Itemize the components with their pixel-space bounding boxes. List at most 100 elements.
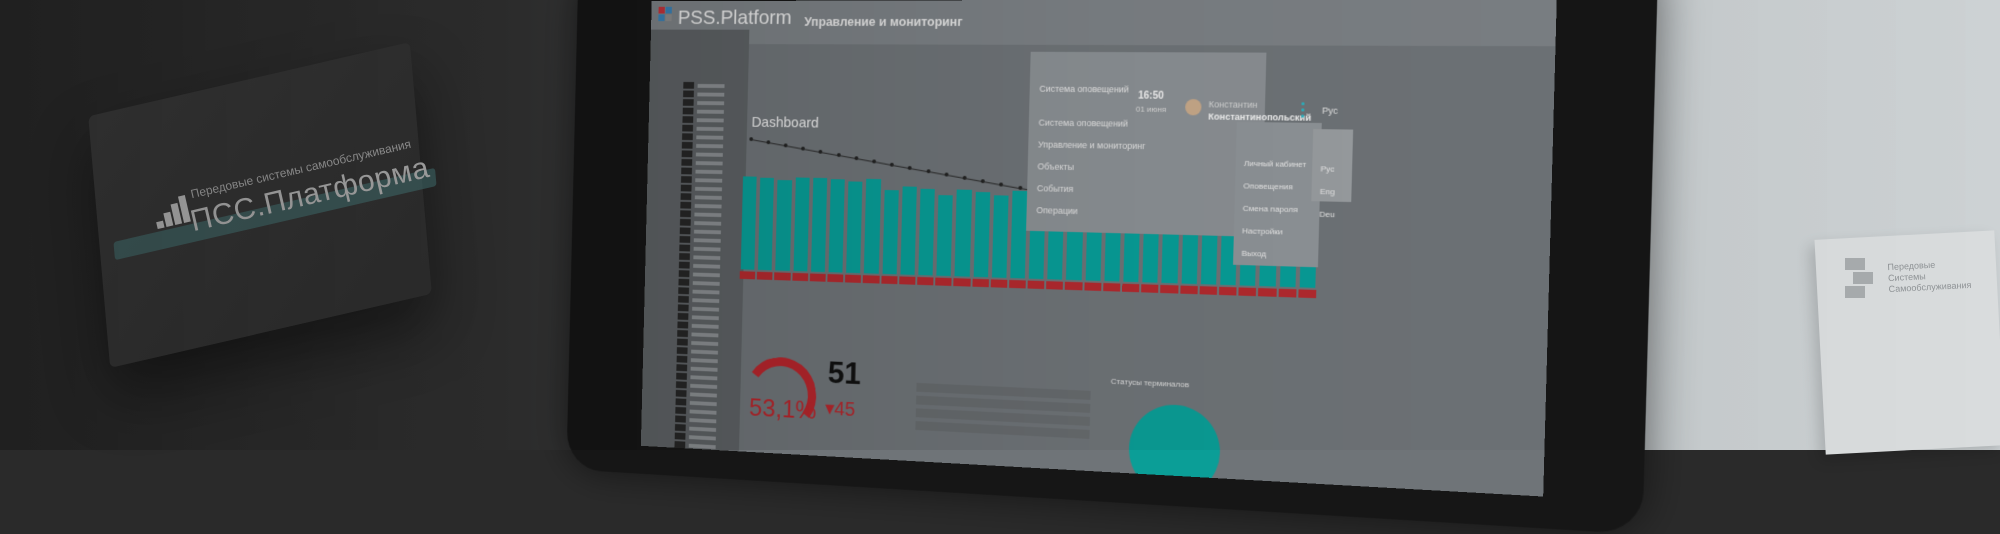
tree-node-label[interactable] bbox=[696, 144, 723, 148]
tree-node-icon[interactable] bbox=[675, 407, 686, 414]
tree-node-icon[interactable] bbox=[677, 347, 688, 354]
tree-node-icon[interactable] bbox=[681, 193, 692, 200]
tree-node-icon[interactable] bbox=[675, 433, 686, 440]
menu-item[interactable]: Операции bbox=[1036, 205, 1078, 216]
tree-node-label[interactable] bbox=[690, 401, 717, 406]
menu-item[interactable]: Объекты bbox=[1037, 161, 1074, 172]
tree-node-label[interactable] bbox=[694, 230, 721, 235]
tree-node-label[interactable] bbox=[691, 358, 718, 363]
tree-node-icon[interactable] bbox=[680, 210, 691, 217]
tree-node-label[interactable] bbox=[689, 435, 716, 440]
user-menu-item[interactable]: Оповещения bbox=[1243, 181, 1293, 191]
tree-node-label[interactable] bbox=[696, 161, 723, 165]
tree-node-icon[interactable] bbox=[677, 339, 688, 346]
tree-node-label[interactable] bbox=[697, 93, 724, 97]
tree-node-label[interactable] bbox=[689, 418, 716, 423]
tree-node-label[interactable] bbox=[695, 187, 722, 191]
tree-node-label[interactable] bbox=[695, 195, 722, 199]
tree-node-label[interactable] bbox=[689, 444, 716, 449]
tree-node-label[interactable] bbox=[697, 110, 724, 114]
tree-node-label[interactable] bbox=[690, 392, 717, 397]
tree-node-label[interactable] bbox=[691, 350, 718, 355]
tree-node-icon[interactable] bbox=[674, 441, 685, 448]
tree-node-icon[interactable] bbox=[678, 279, 689, 286]
tree-node-icon[interactable] bbox=[676, 390, 687, 397]
tree-node-icon[interactable] bbox=[678, 304, 689, 311]
language-option[interactable]: Deu bbox=[1319, 210, 1335, 220]
tree-node-label[interactable] bbox=[696, 153, 723, 157]
tree-node-icon[interactable] bbox=[677, 321, 688, 328]
language-option[interactable]: Рус bbox=[1320, 164, 1334, 174]
tree-node-icon[interactable] bbox=[681, 168, 692, 175]
tree-node-icon[interactable] bbox=[679, 236, 690, 243]
tree-node-label[interactable] bbox=[692, 315, 719, 320]
tree-node-label[interactable] bbox=[698, 84, 725, 88]
tree-node-icon[interactable] bbox=[683, 82, 694, 89]
tree-node-label[interactable] bbox=[692, 307, 719, 312]
tree-node-icon[interactable] bbox=[678, 287, 689, 294]
menu-item[interactable]: Система оповещений bbox=[1038, 118, 1128, 129]
tree-node-label[interactable] bbox=[693, 281, 720, 286]
tree-node-icon[interactable] bbox=[680, 219, 691, 226]
more-menu-icon[interactable] bbox=[1301, 102, 1306, 121]
tree-node-icon[interactable] bbox=[676, 373, 687, 380]
tree-node-label[interactable] bbox=[697, 127, 724, 131]
tree-node-label[interactable] bbox=[689, 427, 716, 432]
tree-node-icon[interactable] bbox=[679, 245, 690, 252]
tree-node-icon[interactable] bbox=[682, 125, 693, 132]
tree-node-icon[interactable] bbox=[677, 330, 688, 337]
tree-node-icon[interactable] bbox=[675, 424, 686, 431]
tree-node-icon[interactable] bbox=[683, 91, 694, 98]
tree-node-label[interactable] bbox=[692, 298, 719, 303]
tree-node-label[interactable] bbox=[697, 101, 724, 105]
tree-node-icon[interactable] bbox=[676, 398, 687, 405]
tree-node-label[interactable] bbox=[690, 375, 717, 380]
tree-node-icon[interactable] bbox=[679, 253, 690, 260]
tree-node-icon[interactable] bbox=[676, 381, 687, 388]
tree-node-label[interactable] bbox=[690, 384, 717, 389]
tree-node-label[interactable] bbox=[690, 410, 717, 415]
tree-node-label[interactable] bbox=[691, 341, 718, 346]
tree-node-icon[interactable] bbox=[678, 296, 689, 303]
user-menu-item[interactable]: Смена пароля bbox=[1243, 204, 1298, 214]
tree-node-icon[interactable] bbox=[679, 270, 690, 277]
tree-node-icon[interactable] bbox=[678, 313, 689, 320]
tree-node-label[interactable] bbox=[693, 290, 720, 295]
tree-node-icon[interactable] bbox=[682, 133, 693, 140]
tree-node-icon[interactable] bbox=[682, 142, 693, 149]
tree-node-label[interactable] bbox=[692, 324, 719, 329]
tree-node-label[interactable] bbox=[697, 118, 724, 122]
tree-node-icon[interactable] bbox=[676, 364, 687, 371]
tree-node-label[interactable] bbox=[694, 238, 721, 243]
menu-head[interactable]: Система оповещений bbox=[1039, 84, 1129, 95]
tree-node-label[interactable] bbox=[694, 221, 721, 226]
tree-node-icon[interactable] bbox=[682, 150, 693, 157]
user-menu-item[interactable]: Настройки bbox=[1242, 226, 1283, 236]
language-current[interactable]: Рус bbox=[1322, 105, 1338, 115]
tree-node-icon[interactable] bbox=[675, 415, 686, 422]
tree-node-label[interactable] bbox=[695, 178, 722, 182]
tree-node-icon[interactable] bbox=[677, 356, 688, 363]
tree-node-label[interactable] bbox=[693, 255, 720, 260]
language-option[interactable]: Eng bbox=[1320, 187, 1335, 197]
tree-node-label[interactable] bbox=[695, 204, 722, 208]
tree-node-label[interactable] bbox=[696, 135, 723, 139]
tree-node-icon[interactable] bbox=[680, 202, 691, 209]
tree-node-label[interactable] bbox=[694, 247, 721, 252]
menu-item[interactable]: Управление и мониторинг bbox=[1038, 139, 1146, 151]
tree-node-icon[interactable] bbox=[683, 99, 694, 106]
tree-node-label[interactable] bbox=[691, 332, 718, 337]
tree-node-label[interactable] bbox=[695, 170, 722, 174]
tree-node-label[interactable] bbox=[693, 273, 720, 278]
tree-node-icon[interactable] bbox=[681, 176, 692, 183]
tree-node-icon[interactable] bbox=[681, 185, 692, 192]
tree-node-icon[interactable] bbox=[680, 227, 691, 234]
tree-node-icon[interactable] bbox=[682, 116, 693, 123]
user-menu-item[interactable]: Выход bbox=[1241, 249, 1266, 259]
tree-node-label[interactable] bbox=[691, 367, 718, 372]
tree-node-icon[interactable] bbox=[681, 159, 692, 166]
tree-node-icon[interactable] bbox=[679, 262, 690, 269]
tree-node-label[interactable] bbox=[693, 264, 720, 269]
menu-item[interactable]: События bbox=[1037, 183, 1074, 194]
tree-node-label[interactable] bbox=[694, 213, 721, 217]
